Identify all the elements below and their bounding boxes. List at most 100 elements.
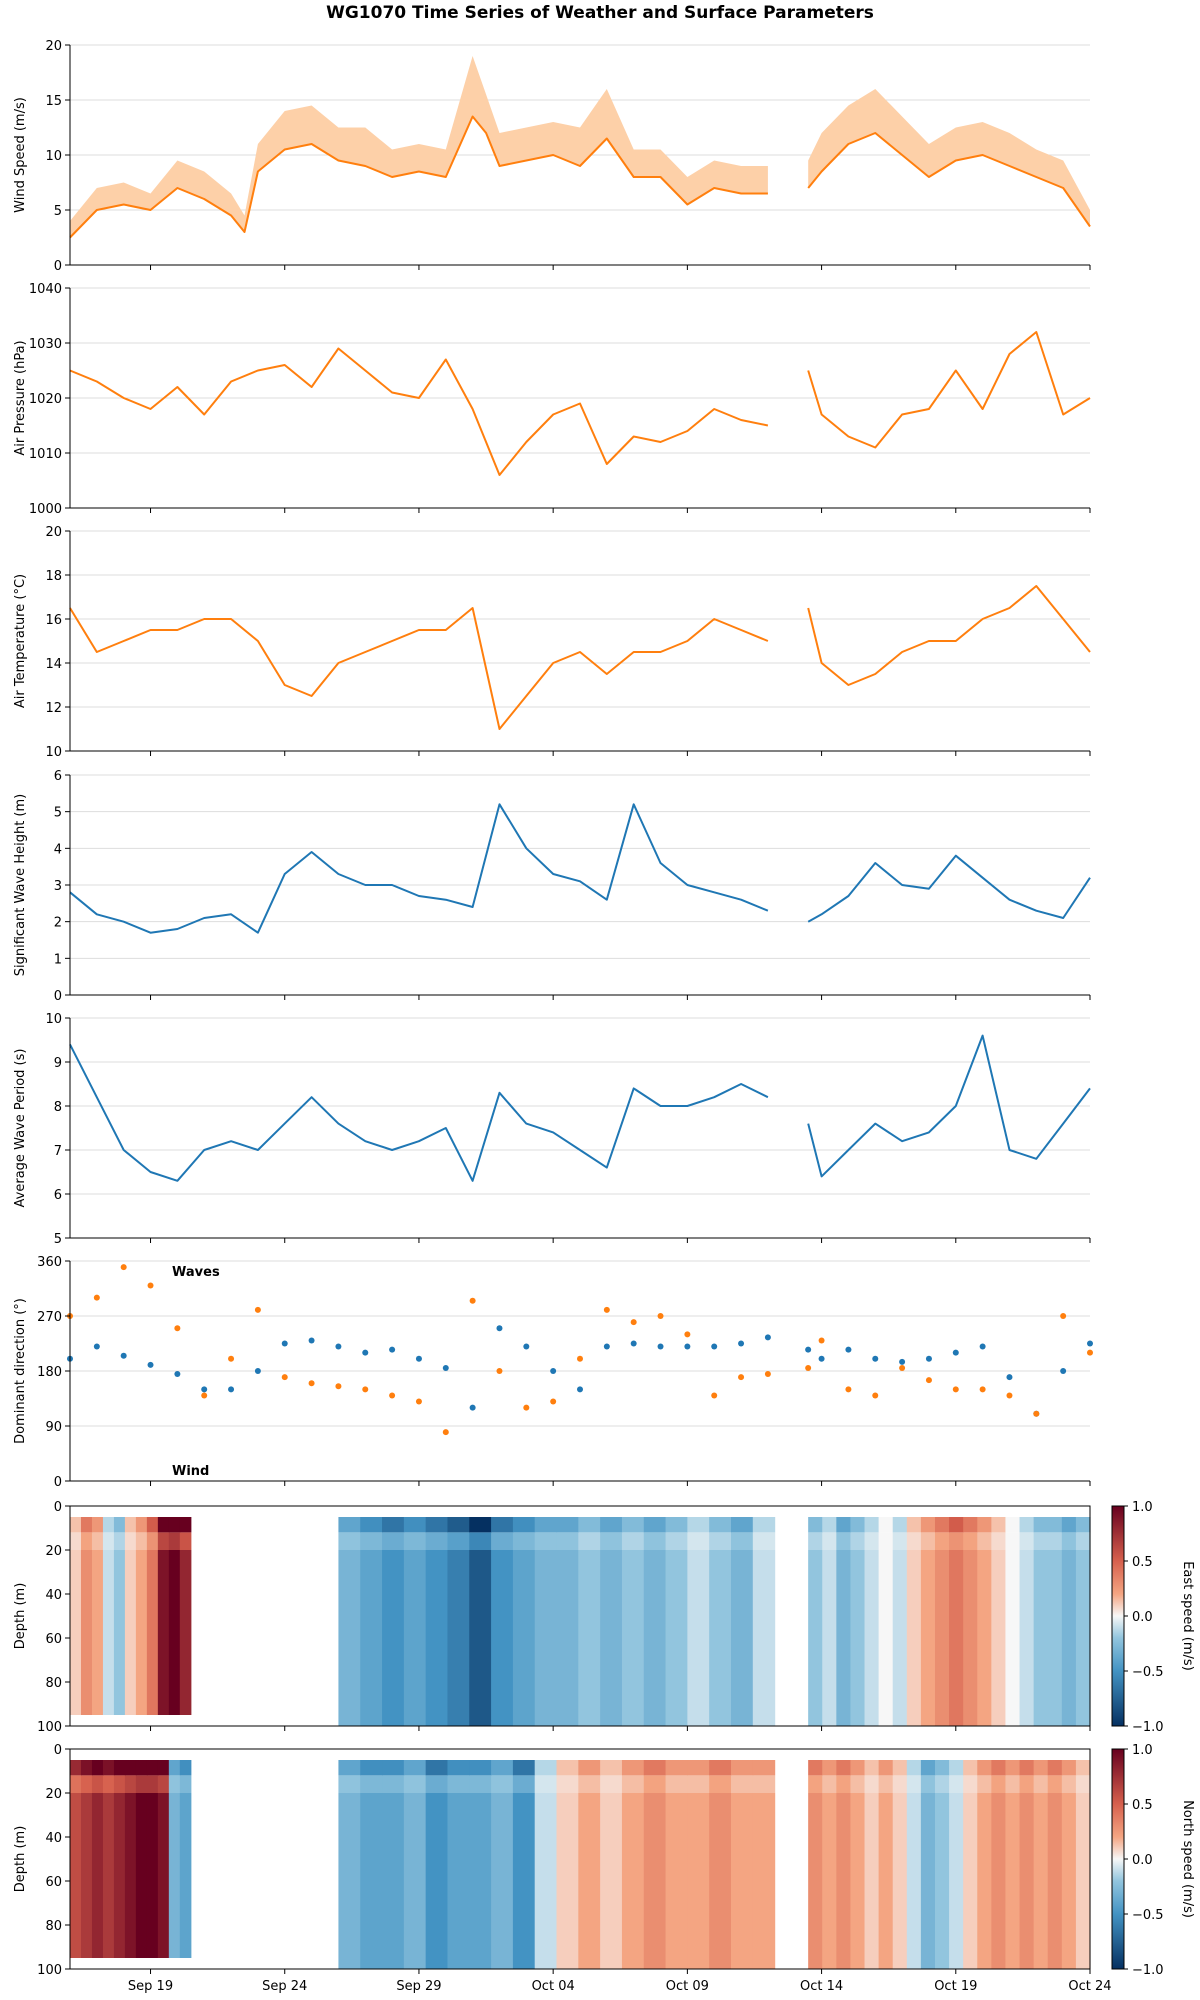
scatter-point (174, 1371, 181, 1378)
series-line (807, 331, 1091, 449)
scatter-point (550, 1398, 557, 1405)
colorbar (1111, 1748, 1125, 1970)
heat-cell (665, 1550, 688, 1726)
y-tick-label: 1030 (29, 337, 62, 352)
heat-cell (822, 1760, 837, 1776)
heat-cell (534, 1793, 558, 1969)
heat-cell (382, 1532, 405, 1550)
heat-cell (892, 1532, 908, 1550)
heat-cell (850, 1550, 866, 1726)
colorbar-tick-label: 0.5 (1132, 1798, 1153, 1813)
heat-cell (168, 1550, 181, 1715)
heat-cell (991, 1760, 1007, 1776)
scatter-point (899, 1364, 906, 1371)
heat-cell (920, 1775, 936, 1793)
heat-cell (709, 1775, 732, 1793)
heat-cell (491, 1793, 514, 1969)
scatter-point (201, 1386, 208, 1393)
scatter-point (469, 1404, 476, 1411)
series-wind (67, 1264, 1093, 1436)
heat-cell (179, 1793, 192, 1958)
y-tick-label: 1020 (29, 392, 62, 407)
heat-cell (906, 1793, 922, 1969)
heat-cell (556, 1760, 579, 1776)
heat-cell (920, 1760, 936, 1776)
heat-cell (382, 1760, 405, 1776)
scatter-point (335, 1383, 342, 1390)
heat-cell (447, 1532, 470, 1550)
heat-cell (80, 1517, 93, 1533)
heat-cell (578, 1550, 601, 1726)
colorbar-tick-label: 0.0 (1132, 1610, 1153, 1625)
heat-cell (80, 1532, 93, 1550)
y-tick-label: 6 (54, 769, 62, 784)
heat-cell (600, 1532, 623, 1550)
heat-cell (1061, 1517, 1077, 1533)
heat-cell (403, 1793, 427, 1969)
heat-cell (643, 1775, 667, 1793)
series-line (807, 1034, 1091, 1178)
scatter-point (577, 1386, 583, 1393)
scatter-point (872, 1392, 879, 1399)
heat-cell (338, 1793, 361, 1969)
scatter-point (684, 1343, 691, 1350)
scatter-point (979, 1386, 986, 1393)
scatter-point (281, 1374, 288, 1381)
heat-cell (991, 1793, 1007, 1969)
heat-cell (91, 1775, 104, 1793)
heat-cell (836, 1793, 852, 1969)
heat-cell (179, 1760, 192, 1776)
heat-cell (1033, 1793, 1049, 1969)
scatter-point (147, 1282, 154, 1289)
heat-cell (850, 1793, 866, 1969)
heat-cell (730, 1775, 754, 1793)
heat-cell (512, 1517, 536, 1533)
scatter-point (93, 1294, 100, 1301)
heat-cell (70, 1532, 82, 1550)
heat-cell (949, 1550, 964, 1726)
heat-cell (556, 1775, 579, 1793)
y-tick-label: 20 (45, 1787, 62, 1802)
max-band (808, 89, 1090, 227)
heat-cell (124, 1550, 137, 1715)
heat-cell (643, 1517, 667, 1533)
heat-cell (157, 1775, 170, 1793)
heat-cell (102, 1760, 115, 1776)
scatter-point (1033, 1410, 1040, 1417)
x-tick-label: Oct 09 (666, 1979, 709, 1994)
heat-cell (977, 1532, 992, 1550)
heat-cell (102, 1550, 115, 1715)
heat-cell (808, 1532, 823, 1550)
heat-cell (146, 1550, 159, 1715)
heat-cell (80, 1550, 93, 1715)
y-tick-label: 15 (45, 94, 62, 109)
y-tick-label: 90 (45, 1420, 62, 1435)
scatter-point (979, 1343, 986, 1350)
heat-cell (850, 1517, 866, 1533)
heat-cell (157, 1793, 170, 1958)
heat-cell (80, 1793, 93, 1958)
heat-cell (1075, 1550, 1091, 1726)
heat-cell (600, 1760, 623, 1776)
heat-cell (1047, 1517, 1063, 1533)
heat-cell (124, 1775, 137, 1793)
heat-cell (124, 1532, 137, 1550)
heat-cell (808, 1760, 823, 1776)
heat-cell (934, 1532, 950, 1550)
heat-cell (1019, 1517, 1035, 1533)
heat-cell (1005, 1550, 1021, 1726)
scatter-point (925, 1355, 932, 1362)
heat-cell (1019, 1532, 1035, 1550)
scatter-point (764, 1371, 771, 1378)
scatter-point (442, 1364, 449, 1371)
heat-cell (1047, 1532, 1063, 1550)
heat-cell (447, 1793, 470, 1969)
heat-cell (403, 1517, 427, 1533)
heat-cell (382, 1775, 405, 1793)
series-line (69, 607, 769, 730)
heat-cell (991, 1550, 1007, 1726)
heat-cell (382, 1517, 405, 1533)
scatter-point (899, 1358, 906, 1365)
scatter-point (362, 1386, 369, 1393)
